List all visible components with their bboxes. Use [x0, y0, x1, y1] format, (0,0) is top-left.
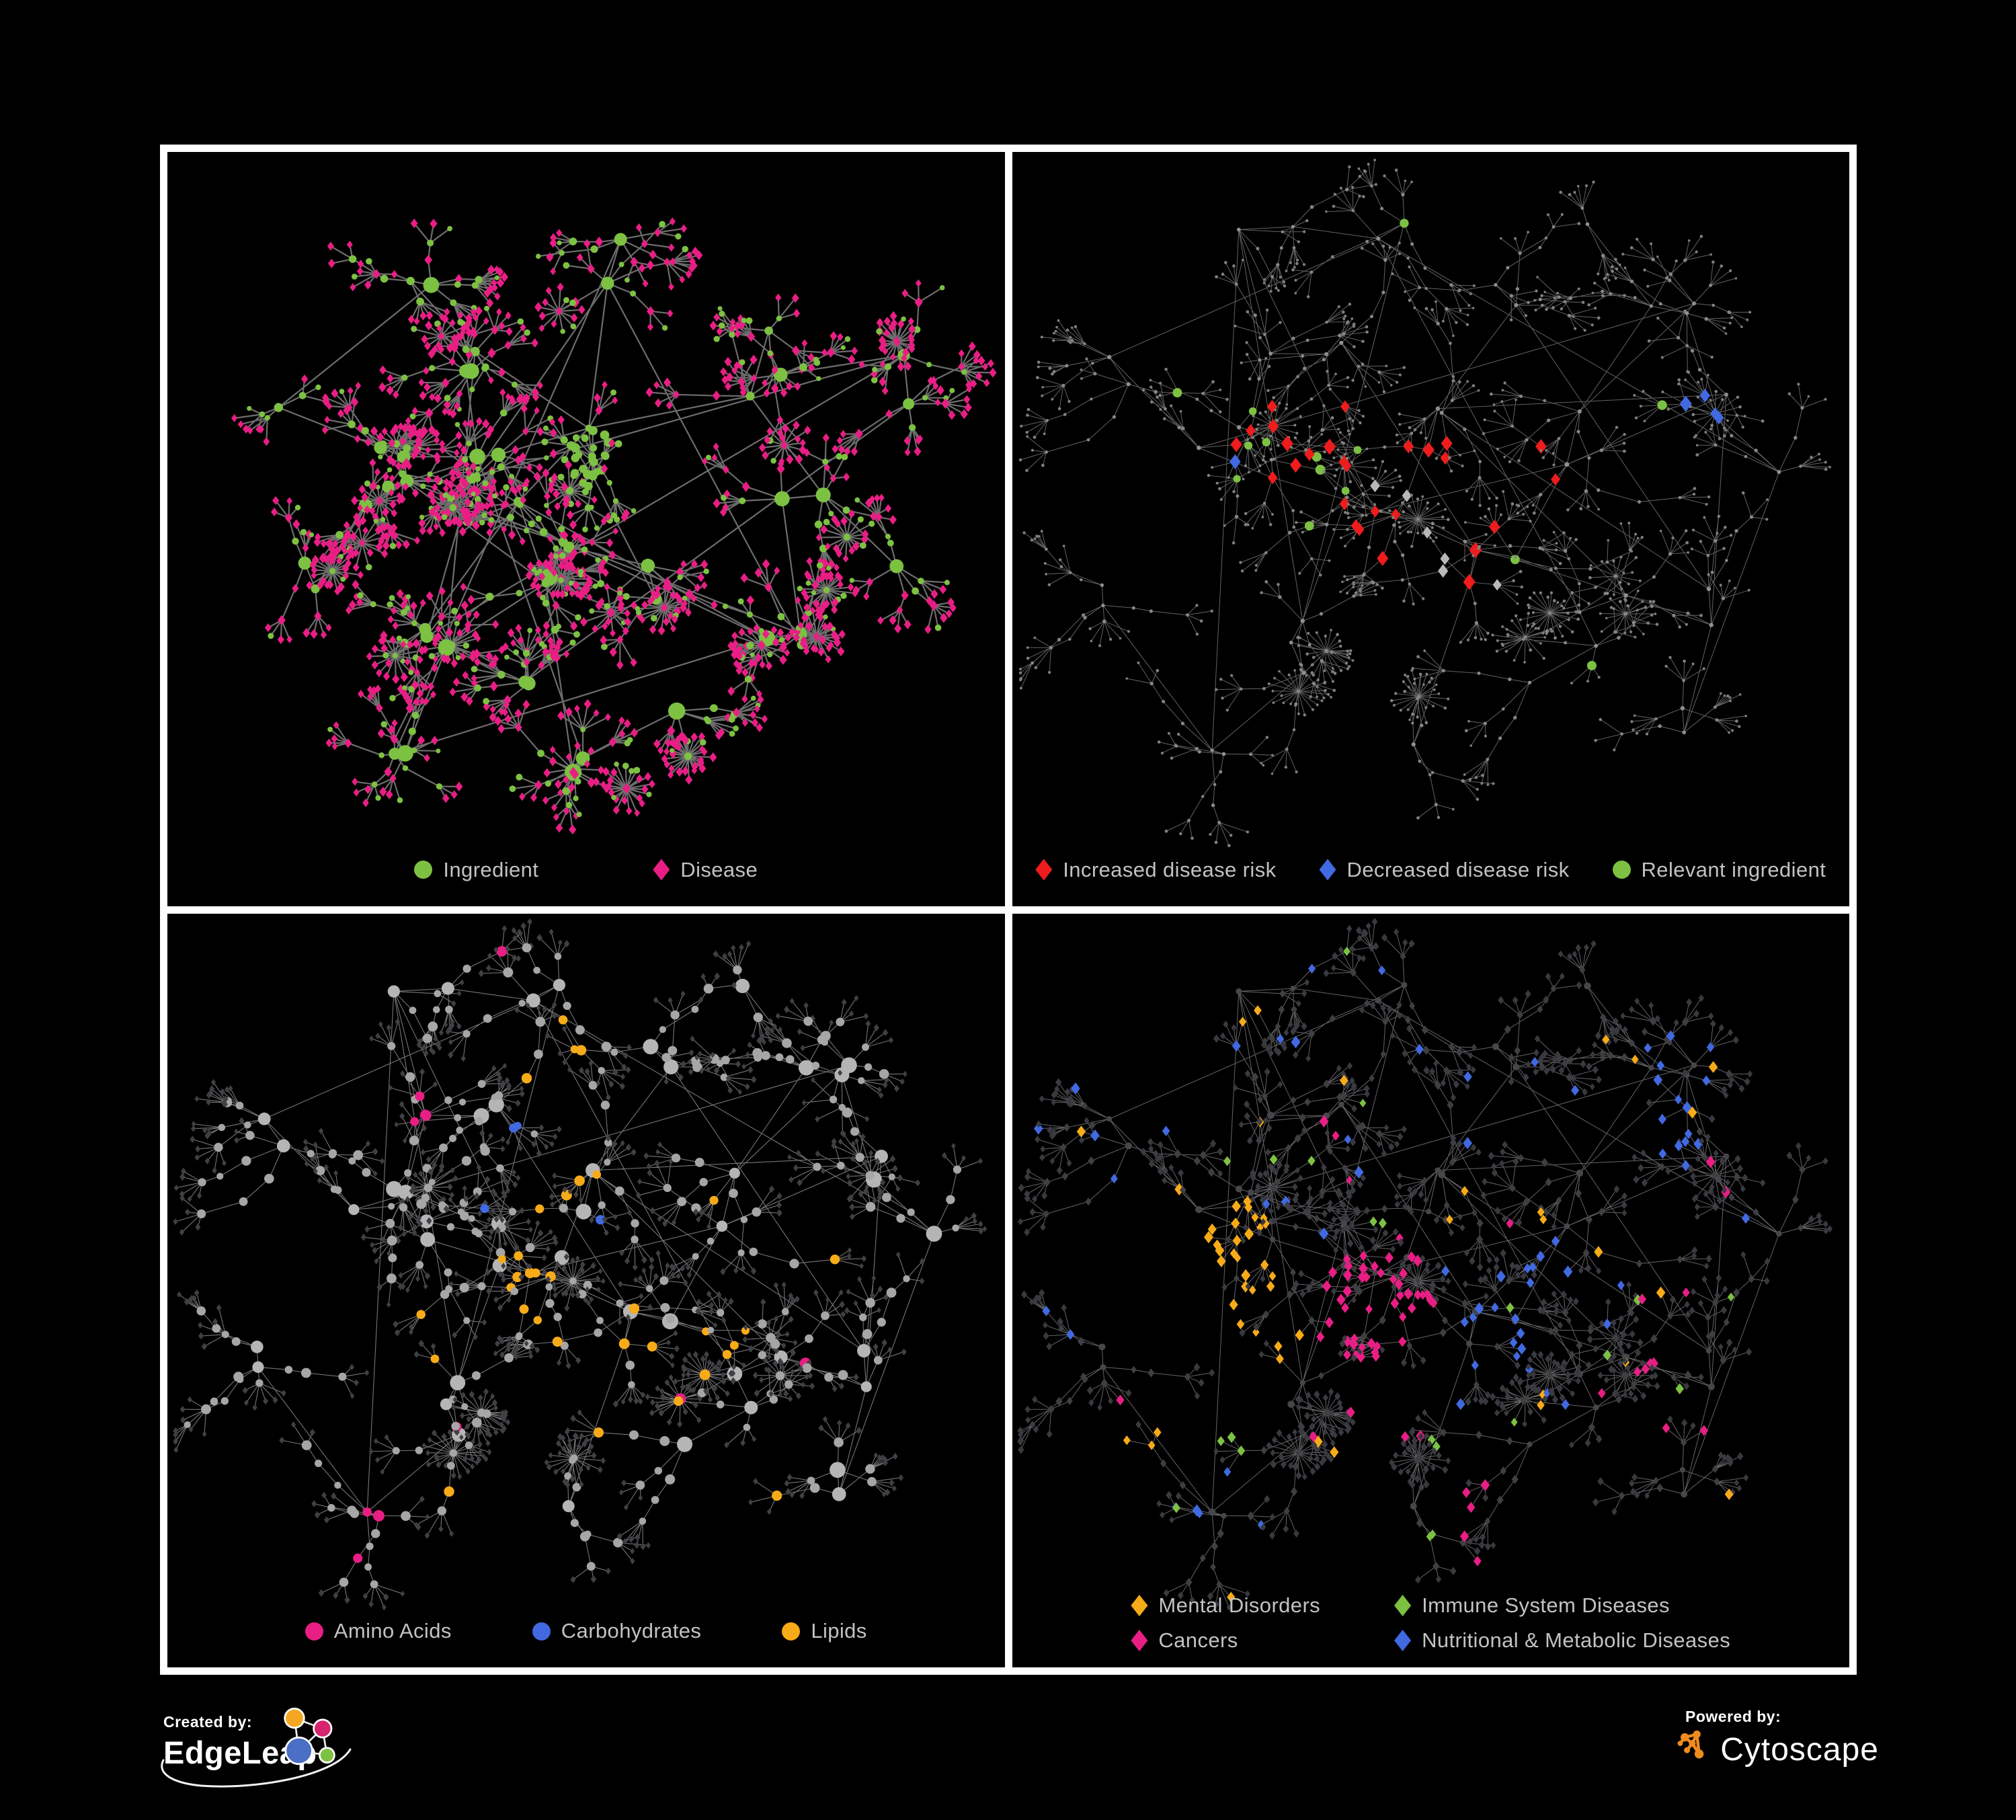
legend-item: Ingredient [414, 858, 538, 882]
legend-ingredient-disease: Ingredient Disease [167, 858, 1005, 882]
legend-label: Lipids [811, 1619, 867, 1643]
legend-item: Increased disease risk [1035, 858, 1276, 882]
legend-label: Immune System Diseases [1422, 1593, 1670, 1617]
powered-by-block: Powered by: Cytoscape [1677, 1708, 1879, 1772]
legend-disease-risk: Increased disease risk Decreased disease… [1012, 858, 1850, 882]
legend-label: Relevant ingredient [1641, 857, 1826, 881]
legend-label: Cancers [1158, 1628, 1238, 1652]
created-by-label: Created by: [163, 1713, 253, 1731]
cancers-marker-icon [1131, 1630, 1148, 1651]
powered-by-label: Powered by: [1685, 1708, 1781, 1725]
network-graph-ingredient-disease [231, 217, 997, 835]
legend-disease-categories: Mental Disorders Immune System Diseases … [1012, 1593, 1850, 1653]
four-panel-board: Ingredient Disease Increased disease ris… [160, 145, 1857, 1675]
ingredient-marker-icon [414, 861, 433, 879]
amino-acids-marker-icon [305, 1622, 323, 1640]
legend-item: Relevant ingredient [1612, 857, 1826, 882]
legend-label: Carbohydrates [561, 1619, 702, 1643]
nutritional-metabolic-marker-icon [1394, 1630, 1412, 1651]
legend-item: Lipids [782, 1619, 866, 1643]
network-graph-nutrients [173, 918, 987, 1610]
legend-label: Nutritional & Metabolic Diseases [1422, 1628, 1731, 1652]
created-by-block: Created by: EdgeLeap [161, 1707, 365, 1807]
panel-ingredient-disease: Ingredient Disease [167, 152, 1005, 906]
legend-item: Carbohydrates [532, 1619, 702, 1643]
legend-item: Mental Disorders [1131, 1593, 1320, 1618]
cytoscape-logo-icon [1677, 1730, 1704, 1759]
mental-disorders-marker-icon [1131, 1595, 1148, 1616]
cytoscape-wordmark: Cytoscape [1720, 1731, 1879, 1768]
panel-disease-categories: Mental Disorders Immune System Diseases … [1012, 913, 1850, 1667]
legend-item: Nutritional & Metabolic Diseases [1394, 1628, 1730, 1653]
legend-label: Ingredient [443, 857, 539, 881]
carbohydrates-marker-icon [532, 1622, 551, 1640]
legend-label: Amino Acids [333, 1619, 452, 1643]
panel-nutrients: Amino Acids Carbohydrates Lipids [167, 913, 1005, 1667]
legend-nutrients: Amino Acids Carbohydrates Lipids [167, 1619, 1005, 1643]
network-graph-disease-categories [1016, 917, 1832, 1611]
legend-item: Decreased disease risk [1319, 857, 1570, 882]
edgeleap-logo-icon [284, 1707, 335, 1766]
increased-risk-marker-icon [1035, 859, 1053, 881]
legend-item: Immune System Diseases [1394, 1593, 1730, 1618]
immune-system-diseases-marker-icon [1394, 1595, 1412, 1616]
decreased-risk-marker-icon [1319, 859, 1336, 881]
legend-label: Decreased disease risk [1346, 857, 1570, 881]
legend-item: Amino Acids [305, 1619, 452, 1643]
legend-item: Cancers [1131, 1628, 1320, 1653]
legend-item: Disease [653, 858, 758, 882]
network-graph-disease-risk [1018, 159, 1831, 848]
disease-marker-icon [653, 859, 670, 881]
panel-disease-risk: Increased disease risk Decreased disease… [1012, 152, 1850, 906]
legend-label: Increased disease risk [1063, 857, 1277, 881]
relevant-ingredient-marker-icon [1612, 861, 1631, 879]
legend-label: Mental Disorders [1158, 1593, 1321, 1617]
lipids-marker-icon [782, 1622, 801, 1640]
legend-label: Disease [680, 857, 758, 881]
